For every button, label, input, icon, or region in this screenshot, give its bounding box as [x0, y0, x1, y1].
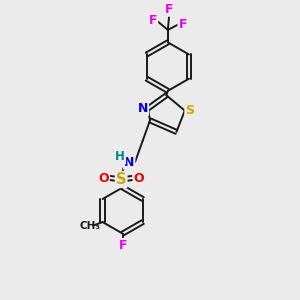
- Text: N: N: [124, 156, 134, 169]
- Text: O: O: [98, 172, 109, 184]
- Text: S: S: [185, 104, 194, 117]
- Text: F: F: [178, 17, 187, 31]
- Text: CH₃: CH₃: [79, 220, 100, 231]
- Text: N: N: [138, 102, 148, 115]
- Text: O: O: [134, 172, 144, 184]
- Text: H: H: [115, 150, 125, 163]
- Text: F: F: [118, 239, 127, 252]
- Text: F: F: [149, 14, 157, 27]
- Text: F: F: [165, 3, 174, 16]
- Text: S: S: [116, 172, 126, 187]
